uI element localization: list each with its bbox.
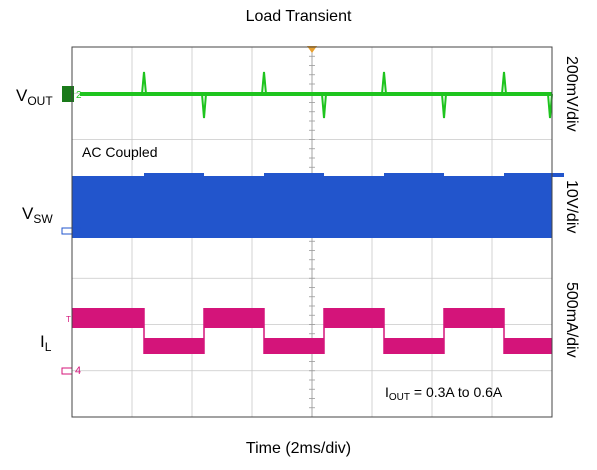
vout-spike-down: [441, 93, 447, 119]
vsw-bump: [504, 173, 564, 177]
il-low-segment: [144, 338, 204, 354]
ch3-label: 3: [75, 225, 81, 237]
ch2-label: 2: [76, 90, 82, 101]
traces: [72, 71, 564, 354]
ch4-marker: [61, 367, 73, 375]
il-high-segment: [444, 308, 504, 328]
plot-frame: [71, 46, 553, 418]
vout-scale: 200mV/div: [563, 56, 580, 132]
ch4-label: 4: [75, 365, 81, 377]
iout-annotation: IOUT = 0.3A to 0.6A: [385, 384, 503, 403]
vsw-scale: 10V/div: [563, 180, 580, 234]
ac-coupled-note: AC Coupled: [82, 144, 158, 160]
vout-spike-down: [547, 93, 553, 119]
vout-label: VOUT: [16, 86, 53, 108]
trigger-marker: [307, 46, 317, 53]
il-low-segment: [504, 338, 552, 354]
ch4-trigger-label: T: [66, 315, 71, 324]
il-scale: 500mA/div: [563, 282, 580, 358]
vout-spike-down: [201, 93, 207, 119]
vout-spike-up: [261, 71, 267, 95]
vsw-label: VSW: [22, 204, 53, 226]
vout-spike-up: [381, 71, 387, 95]
il-low-segment: [384, 338, 444, 354]
ch2-badge: [62, 86, 74, 102]
vout-spike-up: [141, 71, 147, 95]
il-high-segment: [72, 308, 144, 328]
vsw-bump: [384, 173, 444, 177]
ch3-marker: [61, 227, 73, 235]
chart-title: Load Transient: [245, 8, 352, 25]
il-high-segment: [204, 308, 264, 328]
vsw-bump: [144, 173, 204, 177]
vsw-trace: [72, 176, 552, 238]
vsw-bump: [264, 173, 324, 177]
vout-spike-down: [321, 93, 327, 119]
il-low-segment: [264, 338, 324, 354]
vout-spike-up: [501, 71, 507, 95]
vout-trace: [80, 92, 552, 96]
il-label: IL: [40, 332, 52, 354]
il-high-segment: [324, 308, 384, 328]
x-axis-label: Time (2ms/div): [245, 440, 352, 457]
